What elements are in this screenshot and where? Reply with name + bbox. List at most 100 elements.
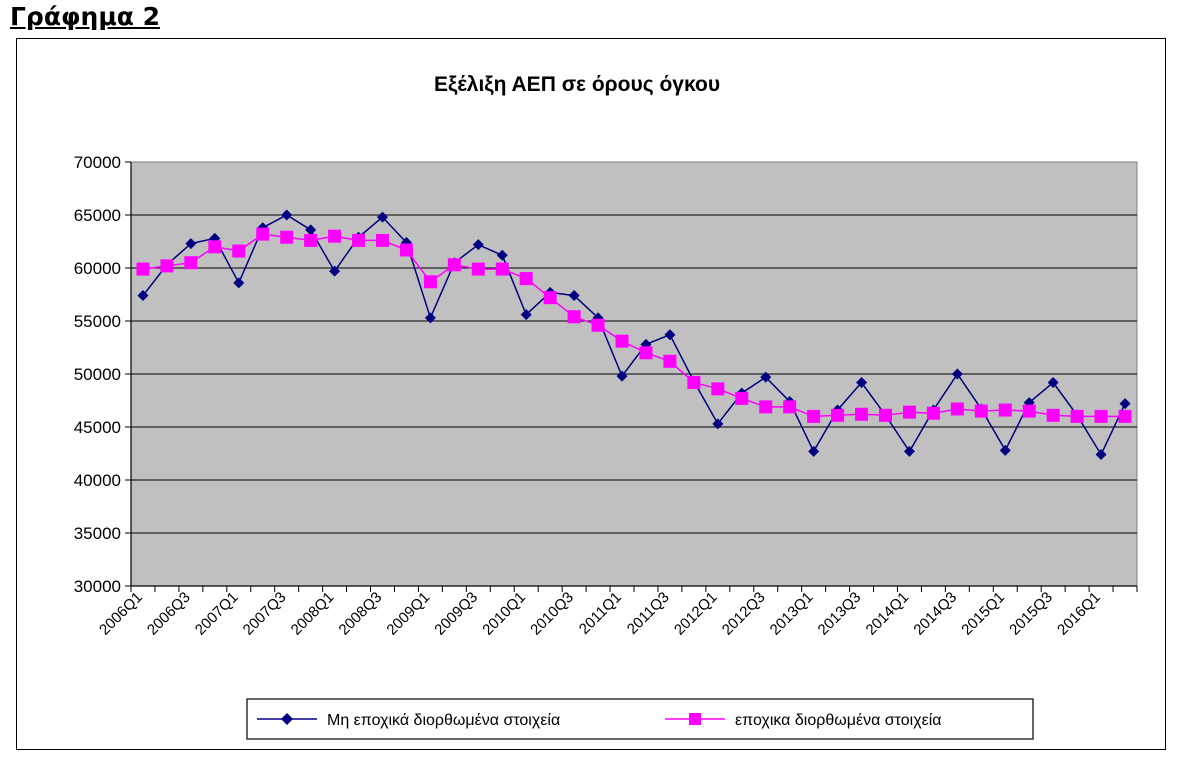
data-point-square <box>735 391 749 405</box>
data-point-diamond <box>664 329 676 341</box>
data-point-square <box>304 233 318 247</box>
data-point-square <box>687 375 701 389</box>
x-tick-label: 2013Q3 <box>815 589 865 639</box>
data-point-square <box>471 262 485 276</box>
data-point-square <box>663 354 677 368</box>
data-point-diamond <box>1047 376 1059 388</box>
chart-frame: Εξέλιξη ΑΕΠ σε όρους όγκου 30000 35000 400… <box>16 38 1166 750</box>
chart-title: Εξέλιξη ΑΕΠ σε όρους όγκου <box>434 73 720 96</box>
data-point-diamond <box>377 211 388 223</box>
data-point-diamond <box>472 239 484 251</box>
data-point-square <box>615 334 629 348</box>
x-tick-label: 2009Q3 <box>431 589 481 639</box>
y-tick-label: 50000 <box>74 365 121 384</box>
data-point-diamond <box>616 370 628 382</box>
y-tick-label: 70000 <box>74 153 121 172</box>
series-layer <box>136 209 1132 461</box>
data-point-diamond <box>903 445 915 457</box>
x-tick-label: 2008Q1 <box>288 589 338 639</box>
y-tick-label: 30000 <box>74 577 121 596</box>
x-tick-label: 2009Q1 <box>383 589 433 639</box>
data-point-diamond <box>424 312 436 324</box>
y-tick-label: 35000 <box>74 524 121 543</box>
x-tick-label: 2008Q3 <box>336 589 386 639</box>
data-point-diamond <box>999 444 1011 456</box>
data-point-square <box>208 240 222 254</box>
data-point-square <box>926 406 940 420</box>
data-point-square <box>950 402 964 416</box>
x-tick-label: 2007Q3 <box>240 589 290 639</box>
x-tick-label: 2010Q1 <box>479 589 529 639</box>
y-tick-label: 65000 <box>74 206 121 225</box>
legend-marker-diamond <box>281 713 293 725</box>
legend-box <box>246 698 1034 740</box>
legend-label-unadjusted: Μη εποχικά διορθωμένα στοιχεία <box>327 712 560 729</box>
data-point-diamond <box>185 238 197 250</box>
x-tick-label: 2011Q3 <box>624 589 673 638</box>
data-point-square <box>519 272 533 286</box>
data-point-square <box>855 407 869 421</box>
data-point-square <box>567 310 581 324</box>
x-tick-label: 2007Q1 <box>192 589 242 639</box>
data-point-square <box>256 227 270 241</box>
data-point-square <box>1094 409 1108 423</box>
legend-label-adjusted: εποχικα διορθωμένα στοιχεία <box>735 712 942 729</box>
data-point-square <box>998 403 1012 417</box>
y-tick-label: 45000 <box>74 418 121 437</box>
data-point-diamond <box>520 309 532 321</box>
data-point-square <box>639 346 653 360</box>
data-point-square <box>399 243 413 257</box>
data-point-diamond <box>281 209 293 221</box>
data-point-square <box>184 256 198 270</box>
series-line-unadjusted <box>142 214 1126 457</box>
data-point-diamond <box>305 224 317 236</box>
data-point-diamond <box>496 249 508 261</box>
data-point-square <box>543 291 557 305</box>
x-tick-label: 2015Q1 <box>958 589 1008 639</box>
data-point-diamond <box>856 376 868 388</box>
y-tick-label: 60000 <box>74 259 121 278</box>
data-point-square <box>711 382 725 396</box>
y-tick-label: 40000 <box>74 471 121 490</box>
data-point-square <box>376 233 389 247</box>
x-tick-label: 2006Q3 <box>144 589 194 639</box>
data-point-square <box>974 404 988 418</box>
data-point-diamond <box>712 418 724 430</box>
x-tick-label: 2011Q1 <box>576 589 625 638</box>
data-point-square <box>1022 404 1036 418</box>
data-point-square <box>280 230 294 244</box>
x-tick-label: 2010Q3 <box>527 589 577 639</box>
data-point-square <box>831 408 845 422</box>
data-point-square <box>136 262 150 276</box>
data-point-square <box>591 318 605 332</box>
data-point-square <box>807 409 821 423</box>
data-point-square <box>328 229 342 243</box>
data-point-square <box>447 258 461 272</box>
data-point-diamond <box>951 368 963 380</box>
data-point-square <box>902 405 916 419</box>
data-point-diamond <box>329 265 341 277</box>
legend: Μη εποχικά διορθωμένα στοιχεία εποχικα δ… <box>246 698 1034 740</box>
x-tick-label: 2006Q1 <box>96 589 146 639</box>
data-point-square <box>783 400 797 414</box>
legend-marker-square <box>689 713 701 725</box>
data-point-square <box>1118 409 1132 423</box>
x-tick-label: 2015Q3 <box>1006 589 1056 639</box>
x-tick-label: 2012Q1 <box>671 589 721 639</box>
data-point-diamond <box>760 371 772 383</box>
data-point-square <box>1046 408 1060 422</box>
data-point-diamond <box>137 290 149 302</box>
figure-heading: Γράφημα 2 <box>10 2 161 31</box>
grid-lines <box>131 214 1137 534</box>
data-point-square <box>160 259 174 273</box>
data-point-diamond <box>568 290 580 302</box>
x-tick-label: 2016Q1 <box>1054 589 1104 639</box>
data-point-diamond <box>1095 449 1107 461</box>
x-tick-label: 2013Q1 <box>767 589 817 639</box>
data-point-square <box>495 262 509 276</box>
x-tick-label: 2014Q3 <box>910 589 960 639</box>
data-point-square <box>423 275 437 289</box>
data-point-diamond <box>808 445 820 457</box>
x-tick-label: 2012Q3 <box>719 589 769 639</box>
data-point-square <box>759 400 773 414</box>
